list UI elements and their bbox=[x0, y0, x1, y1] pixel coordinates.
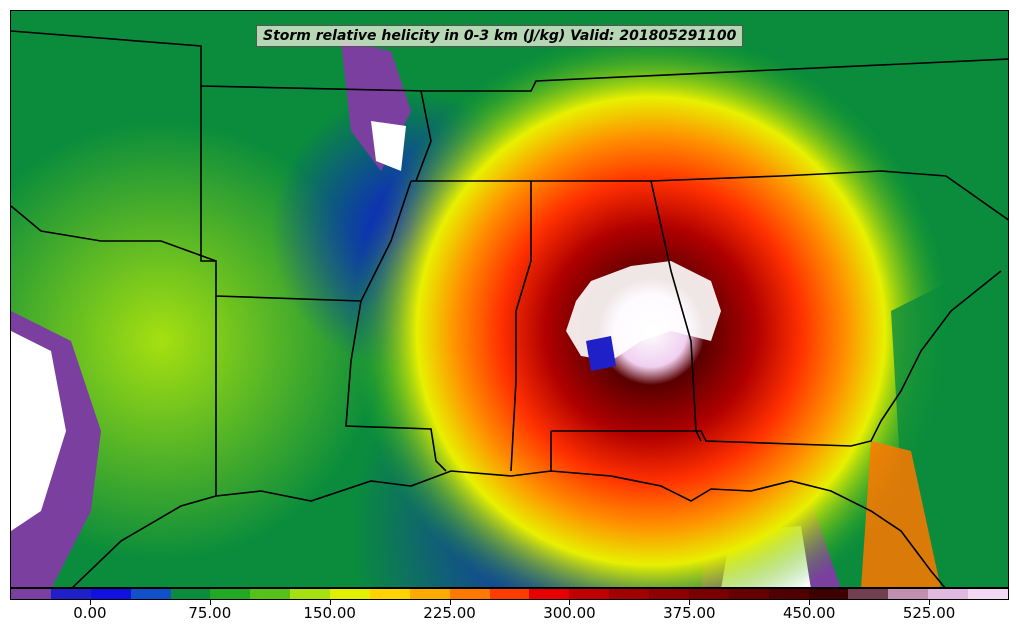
colorbar-segment bbox=[928, 589, 968, 599]
colorbar-segment bbox=[728, 589, 769, 599]
colorbar-segment bbox=[130, 589, 171, 599]
colorbar-segment bbox=[369, 589, 410, 599]
coastline bbox=[71, 270, 1002, 587]
map-canvas bbox=[11, 11, 1008, 587]
colorbar-tick bbox=[329, 600, 331, 605]
colorbar-tick-label: 150.00 bbox=[303, 604, 356, 622]
colorbar-tick bbox=[809, 600, 811, 605]
colorbar-segment bbox=[848, 589, 889, 599]
colorbar-segment bbox=[90, 589, 131, 599]
colorbar-tick bbox=[449, 600, 451, 605]
helicity-map: Storm relative helicity in 0-3 km (J/kg)… bbox=[10, 10, 1009, 588]
colorbar-segment bbox=[409, 589, 450, 599]
colorbar-tick-label: 225.00 bbox=[423, 604, 476, 622]
colorbar-tick bbox=[89, 600, 91, 605]
colorbar-segment bbox=[489, 589, 530, 599]
colorbar-segment bbox=[210, 589, 251, 599]
colorbar-tick-label: 75.00 bbox=[188, 604, 232, 622]
colorbar-segment bbox=[609, 589, 649, 599]
colorbar-segment bbox=[11, 589, 51, 599]
colorbar-segment bbox=[449, 589, 490, 599]
colorbar-tick-label: 525.00 bbox=[902, 604, 956, 622]
colorbar-segment bbox=[768, 589, 809, 599]
colorbar-segment bbox=[649, 589, 689, 599]
colorbar-segment bbox=[330, 589, 370, 599]
colorbar-segment bbox=[888, 589, 929, 599]
colorbar-segment bbox=[250, 589, 291, 599]
colorbar-tick-label: 375.00 bbox=[663, 604, 716, 622]
colorbar-tick-label: 0.00 bbox=[73, 604, 107, 622]
state-boundaries bbox=[11, 30, 1008, 496]
colorbar-segment bbox=[968, 589, 1008, 599]
colorbar-segment bbox=[808, 589, 849, 599]
colorbar-segment bbox=[529, 589, 570, 599]
map-title: Storm relative helicity in 0-3 km (J/kg)… bbox=[256, 25, 744, 47]
colorbar bbox=[10, 588, 1009, 600]
colorbar-segment bbox=[50, 589, 91, 599]
colorbar-ticks: 0.00 75.00 150.00 225.00 300.00 375.00 450.00 5… bbox=[10, 600, 1009, 628]
colorbar-segment bbox=[170, 589, 211, 599]
colorbar-segment bbox=[290, 589, 330, 599]
colorbar-segment bbox=[688, 589, 729, 599]
colorbar-segment bbox=[569, 589, 610, 599]
colorbar-tick bbox=[569, 600, 571, 605]
colorbar-tick-label: 450.00 bbox=[782, 604, 836, 622]
colorbar-tick-label: 300.00 bbox=[543, 604, 596, 622]
colorbar-tick bbox=[689, 600, 691, 605]
colorbar-tick bbox=[929, 600, 931, 605]
colorbar-tick bbox=[209, 600, 211, 605]
